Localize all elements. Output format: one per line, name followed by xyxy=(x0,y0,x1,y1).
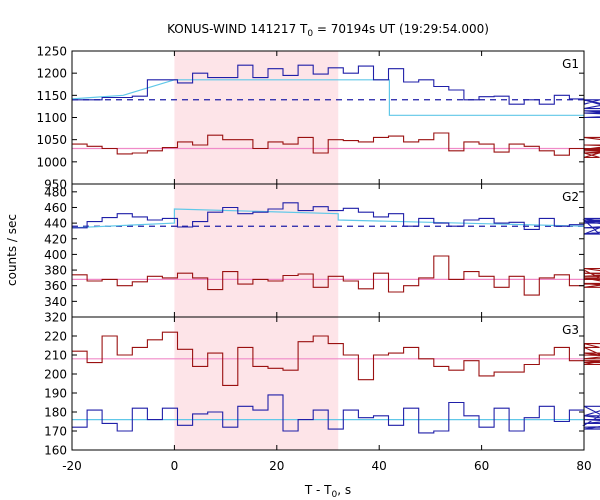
y-tick-label-g2: 440 xyxy=(44,217,67,231)
y-tick-label-g3: 200 xyxy=(44,368,67,382)
y-tick-label-g2: 320 xyxy=(44,311,67,325)
y-tick-label-g2: 460 xyxy=(44,201,67,215)
y-axis-label: counts / sec xyxy=(5,214,19,286)
y-tick-label-g3: 180 xyxy=(44,406,67,420)
series-blue-g2 xyxy=(72,202,600,235)
x-tick-label: -20 xyxy=(62,459,82,473)
y-tick-label-g2: 340 xyxy=(44,295,67,309)
y-tick-label-g2: 420 xyxy=(44,232,67,246)
shaded-interval-layer xyxy=(174,51,339,450)
y-tick-label-g1: 1050 xyxy=(36,133,67,147)
shaded-interval-g3 xyxy=(174,317,339,450)
x-axis-label: T - T0, s xyxy=(304,483,351,500)
series-red-g3 xyxy=(72,331,600,386)
y-tick-label-g1: 1100 xyxy=(36,111,67,125)
y-tick-label-g1: 950 xyxy=(44,178,67,192)
x-tick-label: 80 xyxy=(576,459,591,473)
series-lines-layer xyxy=(72,64,600,434)
shaded-interval-g2 xyxy=(174,184,339,317)
chart-title: KONUS-WIND 141217 T0 = 70194s UT (19:29:… xyxy=(167,22,489,39)
y-tick-label-g3: 210 xyxy=(44,349,67,363)
axes-layer: 950 1000 1050 1100 1150 1200 1250 G1 320 340 36038… xyxy=(36,45,591,474)
series-blue-g3 xyxy=(72,394,600,434)
series-red-g1 xyxy=(72,132,600,158)
x-tick-label: 0 xyxy=(171,459,179,473)
x-tick-label: 40 xyxy=(372,459,387,473)
panel-label-g1: G1 xyxy=(562,57,579,71)
y-tick-label-g1: 1150 xyxy=(36,89,67,103)
y-tick-label-g2: 480 xyxy=(44,185,67,199)
fit-line-g2-1 xyxy=(71,208,585,229)
series-blue-g1 xyxy=(72,64,600,119)
y-tick-label-g1: 1200 xyxy=(36,67,67,81)
y-tick-label-g3: 160 xyxy=(44,444,67,458)
y-tick-label-g3: 190 xyxy=(44,387,67,401)
x-tick-label: 20 xyxy=(269,459,284,473)
y-tick-label-g2: 360 xyxy=(44,279,67,293)
series-red-g2 xyxy=(72,255,600,296)
y-tick-label-g1: 1250 xyxy=(36,45,67,59)
panel-label-g3: G3 xyxy=(562,323,579,337)
panel-frame-g3 xyxy=(71,316,585,451)
fit-line-g1-1 xyxy=(71,79,584,116)
y-tick-label-g1: 1000 xyxy=(36,155,67,169)
y-tick-label-g2: 380 xyxy=(44,264,67,278)
panel-label-g2: G2 xyxy=(562,190,579,204)
y-tick-label-g3: 220 xyxy=(44,330,67,344)
y-tick-label-g3: 170 xyxy=(44,425,67,439)
y-tick-label-g2: 400 xyxy=(44,248,67,262)
x-tick-label: 60 xyxy=(474,459,489,473)
